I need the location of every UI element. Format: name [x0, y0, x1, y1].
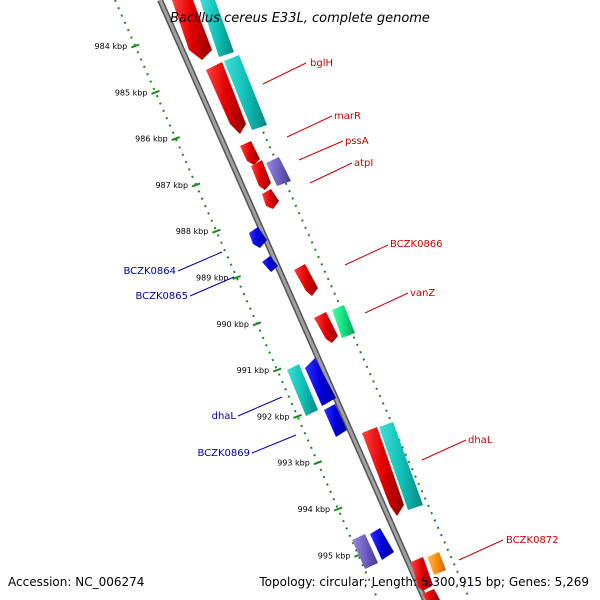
- feature-BCZK0865[interactable]: [262, 256, 278, 272]
- feature-bglH-cyan[interactable]: [224, 55, 267, 130]
- feature-pssA[interactable]: [251, 160, 271, 190]
- feature-dhaL[interactable]: [362, 427, 404, 516]
- gene-label-BCZK0865[interactable]: BCZK0865: [135, 291, 188, 302]
- gene-label-BCZK0864[interactable]: BCZK0864: [123, 266, 176, 277]
- feature-BCZK0864[interactable]: [249, 227, 267, 248]
- tick-mark: [333, 506, 343, 512]
- feature-gene-991-blue[interactable]: [305, 358, 336, 406]
- backbone: [157, 0, 428, 600]
- tick-mark: [252, 321, 262, 327]
- tick-label: 989 kbp: [196, 274, 229, 283]
- feature-gene-995-blue[interactable]: [370, 528, 394, 560]
- gene-label-BCZK0869[interactable]: BCZK0869: [197, 448, 250, 459]
- feature-BCZK0866[interactable]: [294, 264, 318, 296]
- tick-label: 987 kbp: [155, 181, 188, 190]
- map-title: Bacillus cereus E33L, complete genome: [170, 11, 430, 26]
- feature-bottom-red[interactable]: [422, 589, 440, 600]
- feature-BCZK0869[interactable]: [324, 404, 347, 437]
- tick-label: 984 kbp: [95, 42, 128, 51]
- feature-top-cyan[interactable]: [200, 0, 234, 57]
- tick-mark: [191, 182, 201, 188]
- tick-label: 990 kbp: [216, 320, 249, 329]
- tick-label: 985 kbp: [115, 88, 148, 97]
- gene-label-BCZK0866[interactable]: BCZK0866: [390, 239, 443, 250]
- tick-mark: [272, 367, 282, 373]
- accession-text: Accession: NC_006274: [8, 575, 144, 589]
- tick-label: 993 kbp: [277, 459, 310, 468]
- tick-mark: [171, 136, 181, 142]
- feature-atpI[interactable]: [262, 189, 279, 209]
- gene-label-pssA[interactable]: pssA: [345, 136, 369, 147]
- tick-label: 986 kbp: [135, 135, 168, 144]
- feature-pssA-purple[interactable]: [266, 157, 291, 186]
- feature-BCZK0872[interactable]: [427, 552, 446, 575]
- gene-label-marR[interactable]: marR: [334, 111, 361, 122]
- gene-label-vanZ[interactable]: vanZ: [410, 288, 435, 299]
- tick-track: [114, 0, 379, 600]
- gene-label-dhaL-rev[interactable]: dhaL: [212, 411, 237, 422]
- features-reverse: [249, 227, 394, 569]
- feature-vanZ-green[interactable]: [332, 305, 355, 338]
- feature-bglH[interactable]: [206, 62, 246, 134]
- feature-BCZK0872-red[interactable]: [411, 557, 433, 591]
- label-leaders: [177, 62, 504, 561]
- feature-top-red[interactable]: [172, 0, 212, 60]
- tick-label: 991 kbp: [237, 366, 270, 375]
- feature-marR[interactable]: [240, 141, 260, 165]
- feature-gene-995-purple[interactable]: [352, 534, 378, 569]
- tick-label: 994 kbp: [298, 505, 331, 514]
- feature-vanZ[interactable]: [314, 312, 338, 343]
- tick-mark: [211, 228, 221, 234]
- features-forward: [172, 0, 446, 600]
- tick-mark: [130, 43, 140, 49]
- tick-label: 992 kbp: [257, 412, 290, 421]
- tick-mark: [293, 413, 302, 419]
- topology-text: Topology: circular; Length: 5,300,915 bp…: [258, 575, 589, 589]
- tick-label: 988 kbp: [176, 227, 209, 236]
- gene-label-dhaL[interactable]: dhaL: [468, 435, 493, 446]
- gene-label-bglH[interactable]: bglH: [310, 58, 333, 69]
- gene-label-BCZK0872[interactable]: BCZK0872: [506, 535, 559, 546]
- feature-dhaL-cyan[interactable]: [379, 422, 423, 510]
- tick-mark: [313, 460, 323, 466]
- tick-mark: [151, 89, 160, 95]
- feature-dhaL-rev[interactable]: [287, 364, 318, 416]
- gene-labels: bglH marR pssA atpI BCZK0866 vanZ dhaL B…: [123, 58, 558, 546]
- tick-label: 995 kbp: [318, 551, 351, 560]
- tick-marks: 984 kbp 985 kbp 986 kbp 987 kbp 988 kbp 989 k…: [95, 42, 363, 560]
- gene-label-atpI[interactable]: atpI: [354, 158, 373, 169]
- tick-mark: [232, 275, 241, 280]
